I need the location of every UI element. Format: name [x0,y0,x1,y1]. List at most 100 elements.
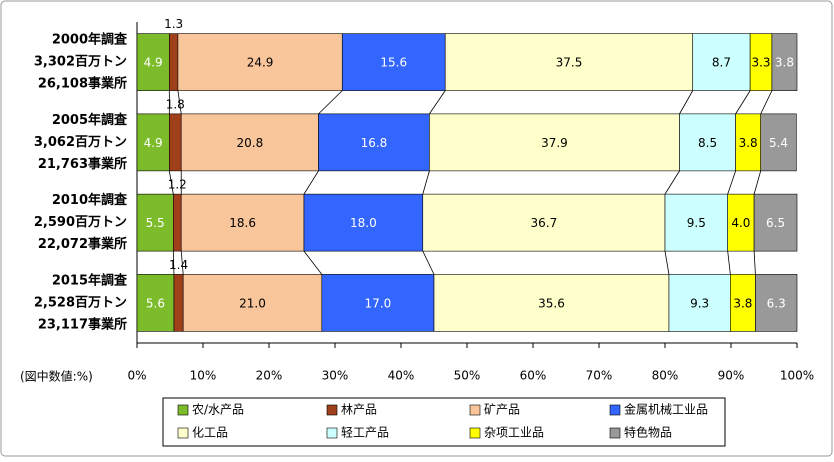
value-label: 24.9 [247,56,274,70]
value-label: 5.6 [146,296,165,310]
value-label: 37.9 [541,136,568,150]
legend-label: 林产品 [341,403,377,417]
legend-label: 农/水产品 [192,403,244,417]
bar-segment [321,274,435,332]
bar-segment [422,193,666,252]
x-tick-label: 20% [256,369,283,383]
value-label: 16.8 [361,136,388,150]
bar-segment [664,193,729,252]
x-tick-label: 50% [454,369,481,383]
value-label: 3.3 [751,56,770,70]
category-label: 22,072事業所 [38,236,127,252]
x-tick-label: 70% [586,369,613,383]
legend-box [162,397,726,447]
value-label: 20.8 [237,136,264,150]
bar-segment [760,113,797,172]
value-label: 21.0 [239,296,266,310]
bar-segment [136,193,174,252]
category-label: 3,062百万トン [34,135,127,150]
bar-segment [136,274,175,332]
category-label: 2,528百万トン [34,295,127,310]
category-label: 21,763事業所 [38,156,127,172]
legend-swatch [177,404,189,416]
bar-segment [444,33,694,91]
legend-swatch [177,427,189,439]
value-label: 5.4 [769,136,788,150]
connector [679,90,694,115]
legend-swatch [326,404,338,416]
connector [177,90,182,114]
connector [172,251,175,275]
legend-label: 矿产品 [484,403,520,417]
value-label: 4.9 [144,56,163,70]
value-label: 6.5 [766,216,785,230]
value-label: 1.4 [169,258,188,272]
connector [727,170,736,195]
value-label: 1.3 [164,17,183,31]
bar-segment [180,113,319,172]
legend-label: 金属机械工业品 [624,402,708,417]
x-tick-label: 100% [780,369,814,383]
bar-segment [180,193,305,252]
value-label: 3.8 [775,56,794,70]
legend-label: 杂项工业品 [484,426,544,440]
category-label: 2005年調査 [52,112,128,128]
bar-segment [318,113,430,172]
value-label: 35.6 [538,296,565,310]
bar-segment [136,113,170,172]
legend-swatch [469,404,481,416]
value-label: 3.8 [739,136,758,150]
value-label: 6.3 [767,296,786,310]
x-tick-label: 90% [718,369,745,383]
x-axis-label: (図中数値:%) [20,369,93,384]
legend-swatch [609,404,621,416]
category-label: 23,117事業所 [38,316,127,332]
value-label: 1.8 [166,97,185,111]
category-label: 3,302百万トン [34,55,127,70]
connector [760,90,773,115]
bar-segment [341,33,446,91]
value-label: 18.6 [229,216,256,230]
value-label: 9.3 [690,296,709,310]
bar-segment [433,274,670,332]
bar-segment [169,113,182,172]
value-label: 37.5 [556,56,583,70]
legend-swatch [326,427,338,439]
connector [422,170,430,195]
connector [753,251,756,275]
value-label: 36.7 [531,216,558,230]
connector [303,170,319,195]
connector [422,250,435,275]
connector [664,170,680,195]
category-label: 2010年調査 [52,192,128,208]
value-label: 3.8 [733,296,752,310]
value-label: 8.5 [698,136,717,150]
category-label: 2,590百万トン [34,215,127,230]
x-tick-label: 60% [520,369,547,383]
value-label: 15.6 [380,56,407,70]
category-label: 26,108事業所 [38,76,127,92]
legend-label: 特色物品 [624,425,672,440]
value-label: 5.5 [146,216,165,230]
legend-label: 化工品 [192,426,228,440]
bar-segment [177,33,343,91]
bar-segment [169,33,179,91]
bar-segment [730,274,756,332]
bar-segment [173,274,184,332]
connector [168,170,174,195]
bar-segment [755,274,798,332]
category-label: 2015年調査 [52,272,128,288]
connector [727,251,731,275]
bar-segment [303,193,424,252]
bar-segment [727,193,755,252]
x-tick-label: 30% [322,369,349,383]
bar-segment [753,193,798,252]
bar-segment [692,33,751,91]
category-label: 2000年調査 [52,32,128,48]
value-label: 8.7 [712,56,731,70]
connector [303,250,323,275]
value-label: 9.5 [687,216,706,230]
connector [753,170,762,195]
bar-segment [173,193,182,252]
